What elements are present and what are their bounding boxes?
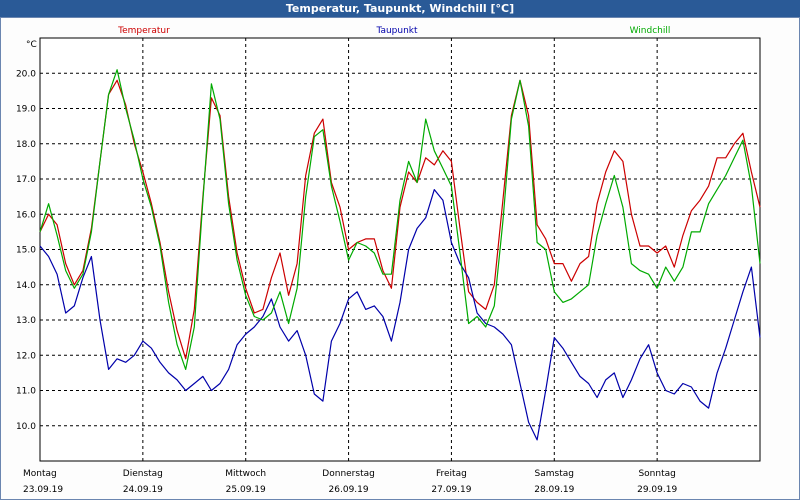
y-tick-label: 19.0 (16, 105, 36, 115)
y-tick-label: 16.0 (16, 210, 36, 220)
x-date-label: 26.09.19 (329, 485, 369, 495)
x-day-label: Samstag (535, 469, 574, 479)
y-tick-label: 13.0 (16, 316, 36, 326)
grid-lines (40, 38, 760, 461)
x-date-label: 25.09.19 (226, 485, 266, 495)
y-axis-unit: °C (26, 40, 37, 50)
legend-item-taupunkt: Taupunkt (375, 26, 418, 36)
x-axis: Montag 23.09.19 Dienstag 24.09.19 Mittwoch 25… (23, 469, 677, 495)
y-tick-label: 18.0 (16, 140, 36, 150)
legend-item-windchill: Windchill (630, 26, 671, 36)
x-day-label: Freitag (436, 469, 467, 479)
y-tick-label: 12.0 (16, 351, 36, 361)
series-line-windchill (39, 69, 761, 370)
legend: Temperatur Taupunkt Windchill (117, 26, 670, 36)
y-tick-label: 15.0 (16, 246, 36, 256)
series-lines (39, 69, 761, 441)
x-date-label: 29.09.19 (637, 485, 677, 495)
x-date-label: 28.09.19 (534, 485, 574, 495)
y-tick-label: 10.0 (16, 422, 36, 432)
y-tick-label: 11.0 (16, 387, 36, 397)
x-date-label: 27.09.19 (431, 485, 471, 495)
x-date-label: 23.09.19 (23, 485, 63, 495)
x-day-label: Montag (23, 469, 57, 479)
y-tick-label: 14.0 (16, 281, 36, 291)
legend-item-temperatur: Temperatur (117, 26, 170, 36)
x-day-label: Donnerstag (322, 469, 375, 479)
y-tick-label: 20.0 (16, 69, 36, 79)
chart-title: Temperatur, Taupunkt, Windchill [°C] (0, 0, 800, 17)
series-line-temperatur (39, 79, 761, 360)
x-day-label: Dienstag (123, 469, 163, 479)
y-tick-label: 17.0 (16, 175, 36, 185)
y-axis: 10.0 11.0 12.0 13.0 14.0 15.0 16.0 17.0 18.0 19.0… (16, 69, 36, 432)
x-date-label: 24.09.19 (123, 485, 163, 495)
series-line-taupunkt (39, 189, 761, 441)
x-day-label: Sonntag (638, 469, 675, 479)
x-day-label: Mittwoch (225, 469, 266, 479)
